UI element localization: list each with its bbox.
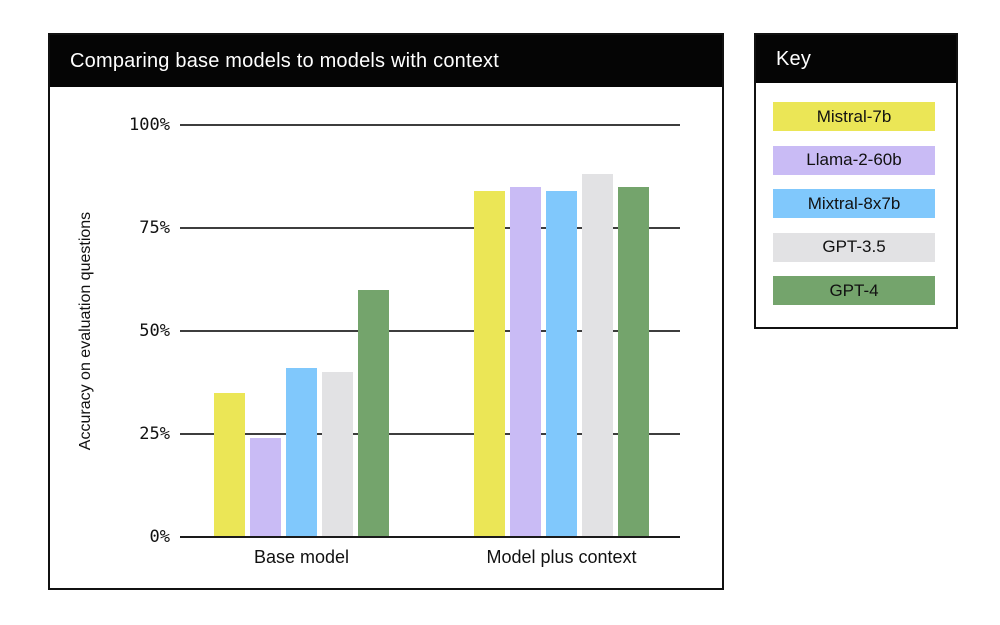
bar-mistral-7b-base-model	[214, 392, 245, 537]
gridline-100	[180, 124, 680, 126]
bar-gpt-4-base-model	[358, 289, 389, 537]
gridline-75	[180, 227, 680, 229]
legend-items: Mistral-7b Llama-2-60b Mixtral-8x7b GPT-3.5…	[773, 102, 935, 320]
legend-item-gpt-4: GPT-4	[773, 276, 935, 306]
x-category-label-base-model: Base model	[253, 547, 350, 567]
legend-item-gpt-3-5: GPT-3.5	[773, 232, 935, 262]
bar-gpt-3-5-model-plus-context	[582, 174, 613, 537]
x-category-label-model-plus-context: Model plus context	[486, 547, 637, 567]
y-tick-label-100: 100%	[129, 115, 170, 135]
y-tick-label-25: 25%	[139, 424, 170, 444]
bar-gpt-3-5-base-model	[322, 372, 353, 537]
y-tick-label-0: 0%	[149, 527, 170, 547]
legend-item-mistral-7b: Mistral-7b	[773, 102, 935, 131]
gridline-50	[180, 330, 680, 332]
chart-panel: Comparing base models to models with con…	[48, 33, 724, 590]
y-tick-label-50: 50%	[139, 321, 170, 341]
legend-header: Key	[756, 35, 956, 83]
bar-gpt-4-model-plus-context	[618, 186, 649, 537]
y-tick-label-75: 75%	[139, 218, 170, 238]
bar-llama-2-60b-base-model	[250, 438, 281, 537]
bar-mixtral-8x7b-base-model	[286, 368, 317, 537]
chart-title: Comparing base models to models with con…	[70, 49, 500, 72]
bar-mixtral-8x7b-model-plus-context	[546, 190, 577, 537]
legend-title: Key	[776, 47, 812, 70]
plot-area: Accuracy on evaluation questions 0% 25% 50…	[50, 35, 722, 588]
chart-title-bar: Comparing base models to models with con…	[50, 35, 722, 87]
legend-panel: Key Mistral-7b Llama-2-60b Mixtral-8x7b GPT…	[754, 33, 958, 329]
gridline-25	[180, 433, 680, 435]
legend-item-mixtral-8x7b: Mixtral-8x7b	[773, 189, 935, 219]
bar-mistral-7b-model-plus-context	[474, 190, 505, 537]
legend-item-llama-2-60b: Llama-2-60b	[773, 145, 935, 175]
bar-llama-2-60b-model-plus-context	[510, 186, 541, 537]
x-axis-line	[180, 536, 680, 538]
